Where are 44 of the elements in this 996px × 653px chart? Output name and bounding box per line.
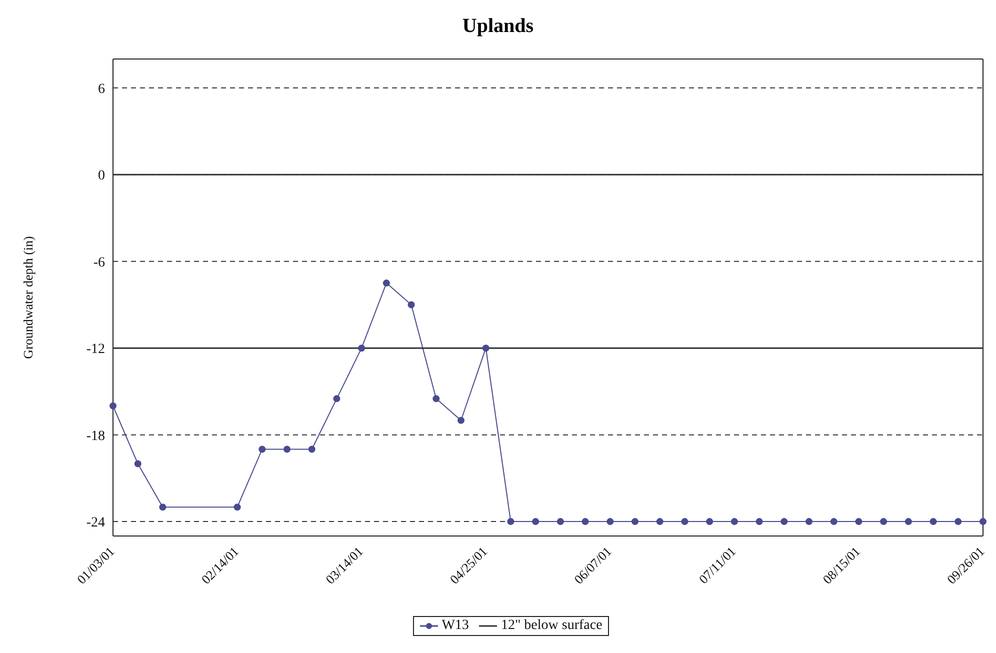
- legend-label: W13: [440, 618, 469, 634]
- point: [432, 395, 440, 402]
- point: [358, 344, 366, 352]
- point: [134, 460, 142, 468]
- point: [730, 518, 738, 526]
- point: [159, 504, 166, 511]
- point: [806, 518, 812, 526]
- y-tick-label: -6: [93, 255, 105, 270]
- point: [954, 518, 962, 526]
- point: [382, 280, 390, 287]
- point: [482, 344, 490, 352]
- point: [930, 518, 937, 526]
- point: [458, 416, 464, 424]
- point: [258, 446, 266, 453]
- point: [756, 518, 763, 526]
- point: [706, 518, 714, 526]
- point: [855, 518, 862, 526]
- point: [110, 402, 116, 410]
- y-axis-title: Groundwater depth (in): [20, 236, 36, 359]
- y-tick-label: 6: [98, 82, 105, 97]
- point: [532, 518, 540, 526]
- y-tick-label: -24: [86, 516, 105, 531]
- point: [333, 395, 340, 402]
- point: [606, 518, 614, 526]
- point: [656, 518, 664, 526]
- y-tick-label: -18: [86, 428, 105, 444]
- point: [780, 518, 788, 526]
- point: [980, 518, 986, 526]
- point: [284, 446, 290, 453]
- point: [308, 446, 316, 453]
- y-tick-label: -12: [86, 342, 105, 358]
- point: [632, 518, 638, 526]
- legend-label: 12" below surface: [500, 618, 602, 634]
- point: [234, 504, 241, 511]
- point: [681, 518, 688, 526]
- point: [904, 518, 912, 526]
- point: [830, 518, 838, 526]
- point: [582, 518, 589, 526]
- point: [880, 518, 888, 526]
- chart-title: Uplands: [461, 14, 535, 39]
- point: [507, 518, 514, 526]
- point: [408, 301, 415, 308]
- point: [556, 518, 564, 526]
- y-tick-label: 0: [98, 168, 105, 184]
